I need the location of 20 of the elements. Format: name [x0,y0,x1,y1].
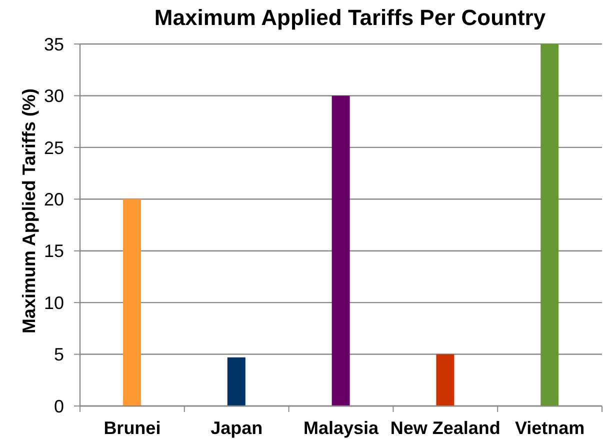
bar [540,44,559,406]
y-tick-label: 0 [54,396,64,416]
bar [436,354,454,406]
bar [123,199,141,406]
y-tick-label: 25 [44,138,64,158]
y-tick-label: 5 [54,344,64,365]
x-tick-label: Japan [210,418,263,438]
x-tick-label: Malaysia [303,418,380,438]
y-tick-label: 10 [44,292,64,313]
y-tick-label: 30 [44,86,64,106]
y-axis-title: Maximum Applied Tariffs (%) [19,88,39,334]
bar [332,96,350,406]
y-tick-label: 20 [44,190,64,210]
y-tick-label: 15 [44,241,64,262]
chart-title: Maximum Applied Tariffs Per Country [153,5,547,31]
y-tick-label: 35 [44,34,64,54]
bar [227,357,246,406]
x-tick-label: Vietnam [514,418,585,438]
x-tick-label: New Zealand [390,418,500,438]
x-tick-label: Brunei [104,418,161,438]
